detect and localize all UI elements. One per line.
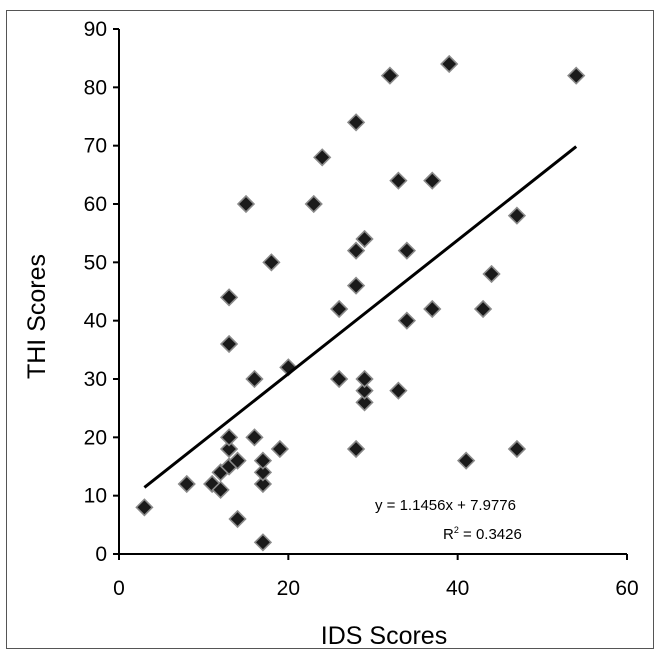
y-tick-label: 50 bbox=[84, 251, 107, 274]
data-point bbox=[397, 311, 416, 330]
data-point bbox=[219, 439, 239, 459]
data-point bbox=[355, 229, 374, 249]
data-point bbox=[346, 439, 366, 459]
data-point bbox=[219, 428, 239, 447]
data-markers bbox=[135, 54, 586, 552]
data-point bbox=[304, 194, 323, 214]
data-point bbox=[389, 171, 408, 190]
data-point bbox=[219, 334, 239, 354]
data-point bbox=[135, 498, 154, 517]
trendline bbox=[143, 145, 578, 489]
x-tick-label: 20 bbox=[277, 577, 300, 600]
r-squared-label: R2 = 0.3426 bbox=[443, 525, 522, 543]
y-tick-label: 80 bbox=[84, 76, 107, 99]
data-point bbox=[253, 474, 273, 494]
data-point bbox=[228, 509, 247, 529]
data-point bbox=[211, 480, 230, 499]
data-point bbox=[219, 288, 239, 307]
data-point bbox=[253, 451, 273, 470]
trendline-equation: y = 1.1456x + 7.9776 bbox=[375, 497, 516, 514]
data-point bbox=[397, 241, 416, 260]
data-point bbox=[313, 148, 332, 167]
data-point bbox=[236, 194, 256, 214]
axes bbox=[118, 29, 627, 555]
y-tick-label: 60 bbox=[84, 193, 107, 216]
data-point bbox=[253, 533, 273, 552]
r-squared-value: = 0.3426 bbox=[459, 526, 522, 543]
ticks: 0 10 20 30 40 50 60 70 80 90 0 20 40 60 bbox=[84, 18, 639, 600]
data-point bbox=[245, 369, 264, 389]
data-point bbox=[389, 381, 408, 400]
data-point bbox=[262, 253, 281, 272]
data-point bbox=[355, 369, 374, 389]
data-point bbox=[228, 451, 247, 470]
y-tick-label: 30 bbox=[84, 368, 107, 391]
data-point bbox=[507, 439, 527, 459]
y-tick-label: 10 bbox=[84, 485, 107, 508]
data-point bbox=[380, 66, 400, 85]
trendline-group bbox=[143, 145, 578, 489]
y-tick-label: 20 bbox=[84, 426, 107, 449]
data-point bbox=[567, 66, 586, 85]
data-point bbox=[440, 54, 459, 74]
r-squared-r: R bbox=[443, 526, 454, 543]
x-tick-label: 40 bbox=[446, 577, 469, 600]
y-tick-label: 40 bbox=[84, 310, 107, 333]
data-point bbox=[457, 451, 476, 470]
data-point bbox=[482, 264, 501, 284]
data-point bbox=[346, 113, 366, 132]
x-tick-label: 60 bbox=[615, 577, 638, 600]
y-tick-label: 90 bbox=[84, 18, 107, 41]
x-tick-label: 0 bbox=[113, 577, 125, 600]
x-axis-title: IDS Scores bbox=[321, 622, 447, 650]
y-tick-label: 0 bbox=[95, 543, 107, 566]
y-tick-label: 70 bbox=[84, 135, 107, 158]
y-axis-title: THI Scores bbox=[23, 254, 51, 379]
data-point bbox=[473, 299, 493, 319]
data-point bbox=[507, 206, 527, 225]
data-point bbox=[346, 241, 366, 260]
data-point bbox=[355, 393, 374, 412]
data-point bbox=[355, 381, 374, 400]
data-point bbox=[253, 463, 273, 482]
data-point bbox=[423, 299, 442, 319]
chart-frame bbox=[6, 10, 654, 649]
data-point bbox=[270, 439, 289, 459]
data-point bbox=[330, 299, 349, 319]
data-point bbox=[423, 171, 442, 190]
data-point bbox=[330, 369, 349, 389]
data-point bbox=[245, 428, 264, 447]
data-point bbox=[177, 474, 196, 494]
r-squared-superscript: 2 bbox=[454, 525, 459, 535]
data-point bbox=[346, 276, 366, 295]
